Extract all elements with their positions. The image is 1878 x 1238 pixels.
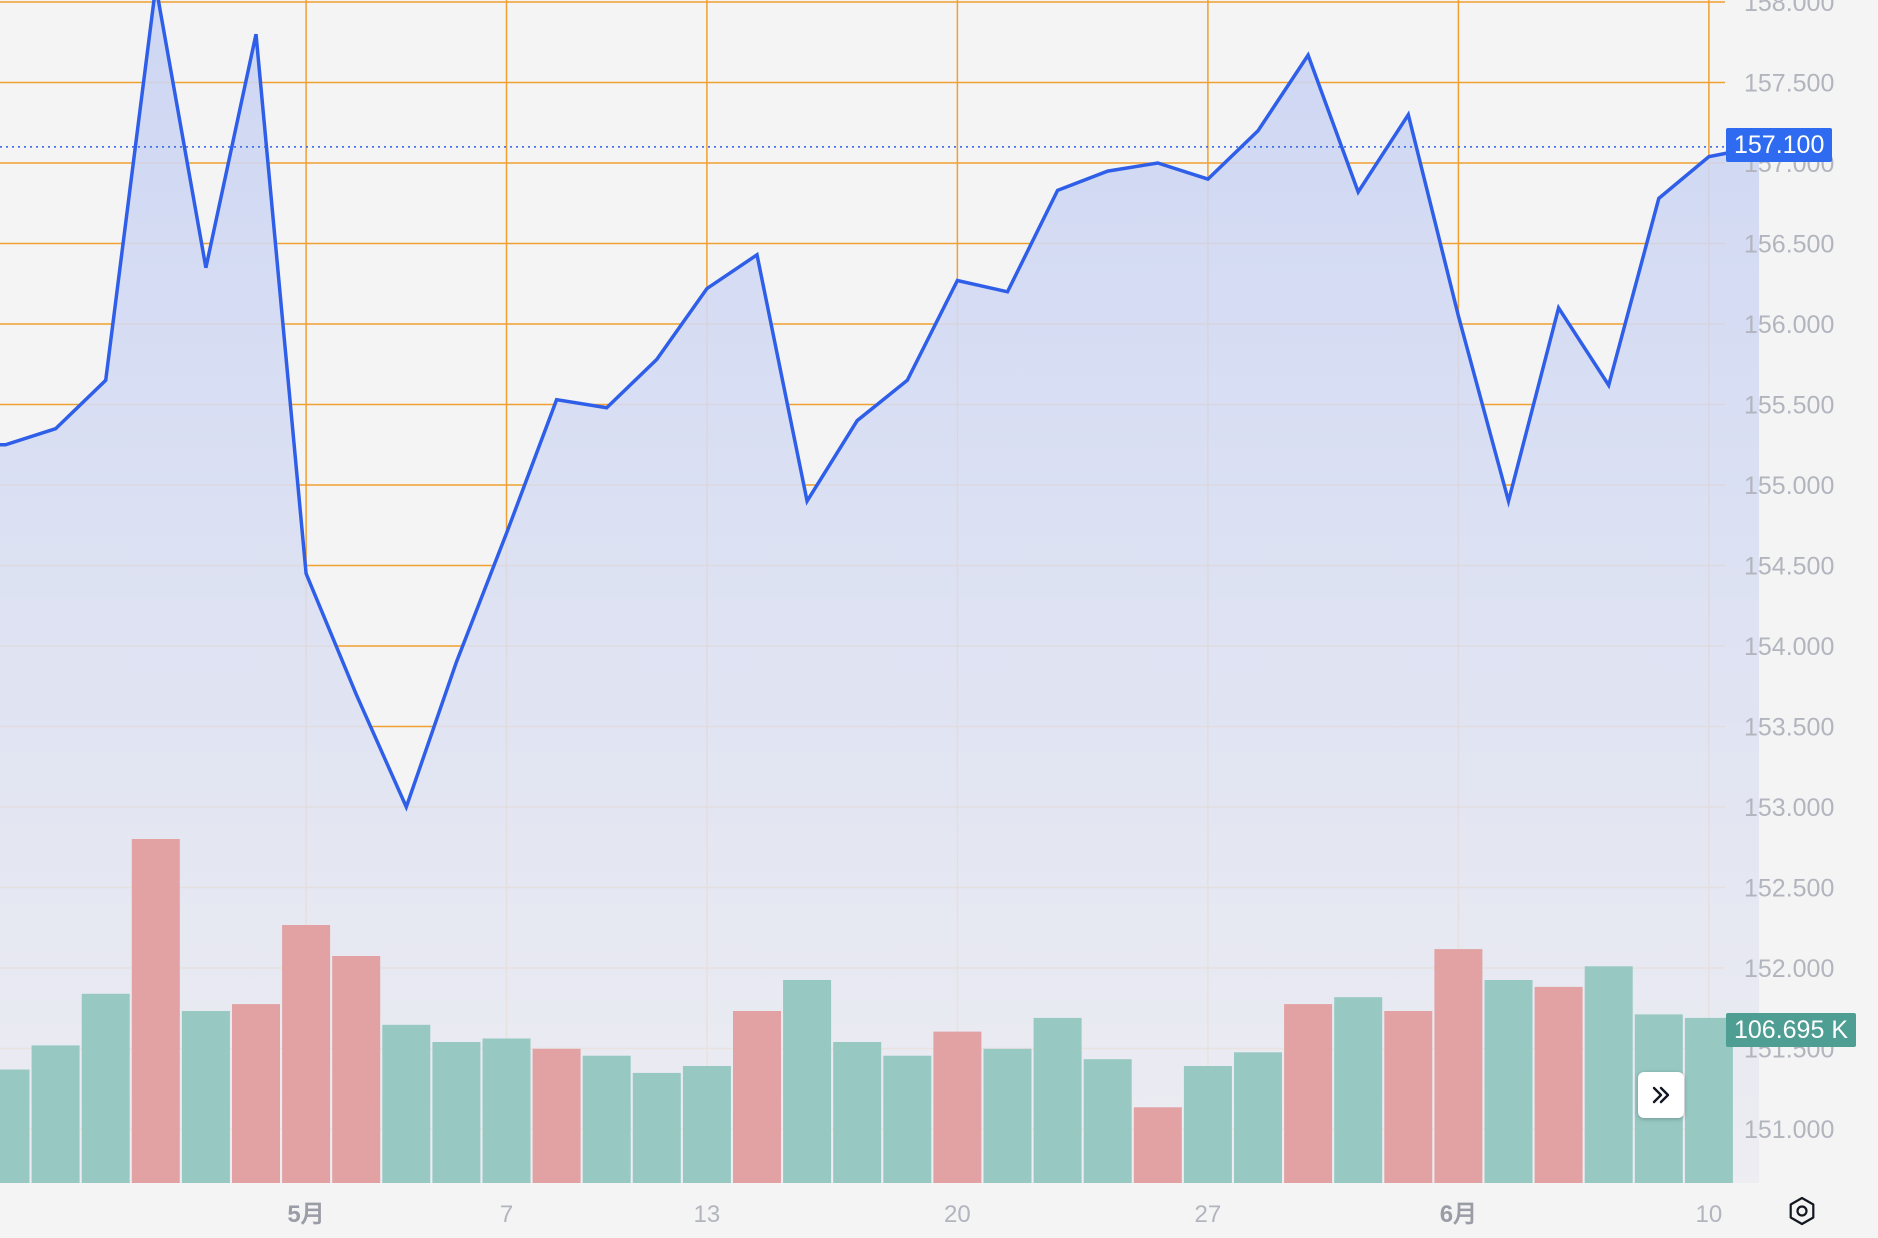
volume-bar [833,1042,882,1183]
volume-bar [382,1024,431,1183]
y-tick-label: 152.500 [1744,875,1834,903]
time-axis: 5月 7 13 20 27 6月 10 [287,1201,1722,1228]
volume-bar [1534,986,1583,1183]
x-tick-label: 13 [694,1201,721,1228]
last-volume-label: 106.695 K [1726,1013,1856,1047]
y-tick-label: 154.000 [1744,633,1834,661]
volume-bar [1434,949,1483,1183]
y-tick-label: 156.000 [1744,311,1834,339]
volume-bar [682,1066,731,1183]
y-tick-label: 153.500 [1744,714,1834,742]
volume-bar [1033,1017,1082,1183]
volume-bar [131,839,180,1183]
volume-bar [482,1038,531,1183]
y-tick-label: 156.500 [1744,231,1834,259]
x-tick-label: 27 [1195,1201,1222,1228]
x-tick-label: 10 [1696,1201,1723,1228]
volume-bars [0,839,1733,1183]
y-tick-label: 152.000 [1744,955,1834,983]
volume-bar [1133,1107,1182,1183]
volume-bar [332,956,381,1183]
volume-bar [1484,980,1533,1183]
volume-bar [783,980,832,1183]
volume-bar [1684,1017,1733,1183]
volume-bar [632,1072,681,1183]
volume-bar [733,1011,781,1183]
volume-bar [81,993,130,1183]
volume-bar [232,1004,280,1183]
price-axis: 158.000157.500157.000156.500156.000155.5… [1744,0,1834,1144]
y-tick-label: 155.000 [1744,472,1834,500]
volume-bar [1384,1011,1433,1183]
volume-bar [1284,1004,1333,1183]
volume-bar [883,1055,932,1183]
volume-bar [933,1031,982,1183]
volume-bar [1083,1059,1132,1183]
x-tick-label: 20 [944,1201,971,1228]
price-area [0,0,1759,1183]
last-price-label: 157.100 [1726,128,1833,162]
x-tick-label: 5月 [287,1201,324,1228]
y-tick-label: 151.000 [1744,1116,1834,1144]
y-tick-label: 157.500 [1744,70,1834,98]
settings-gear-icon [1789,1196,1815,1226]
x-tick-label: 6月 [1440,1201,1477,1228]
volume-bar [1584,966,1633,1183]
y-tick-label: 155.500 [1744,392,1834,420]
volume-bar [983,1048,1032,1183]
volume-bar [1234,1052,1282,1183]
price-area-fill [0,0,1759,1183]
y-tick-label: 153.000 [1744,794,1834,822]
x-tick-label: 7 [500,1201,513,1228]
volume-bar [432,1042,481,1183]
chart-settings-button[interactable] [1785,1194,1819,1228]
volume-bar [0,1069,30,1183]
volume-bar [582,1055,631,1183]
y-tick-label: 154.500 [1744,553,1834,581]
volume-bar [282,925,331,1183]
volume-bar [181,1011,230,1183]
y-tick-label: 158.000 [1744,0,1834,17]
volume-bar [1334,997,1383,1183]
double-chevron-right-icon [1652,1086,1670,1104]
volume-bar [532,1048,581,1183]
scroll-to-realtime-button[interactable] [1638,1072,1684,1118]
volume-bar [1183,1066,1232,1183]
volume-bar [31,1045,80,1183]
